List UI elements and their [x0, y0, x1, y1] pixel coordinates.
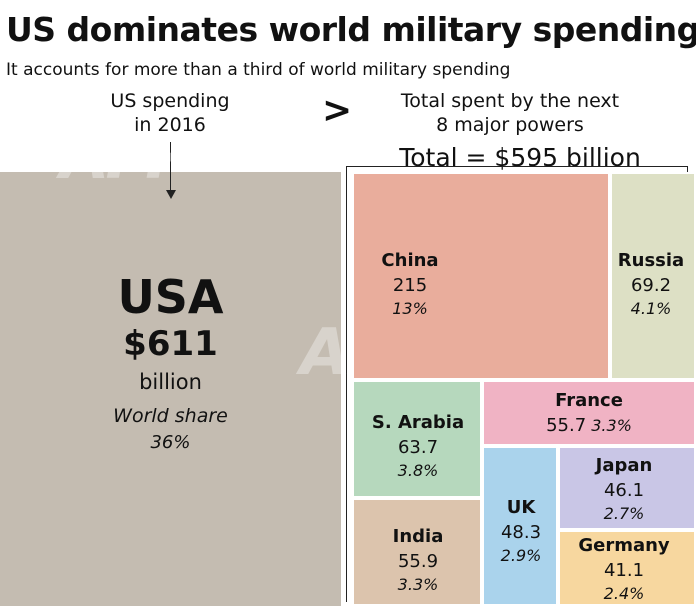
- arrow-down-icon: [166, 190, 176, 199]
- usa-share-label: World share: [113, 405, 228, 427]
- country-value: 63.7: [397, 437, 439, 458]
- arrow-down-line: [170, 142, 171, 190]
- country-name: China: [381, 250, 439, 271]
- treemap-label-india: India 55.9 3.3%: [338, 524, 498, 596]
- country-value: 55.9: [397, 551, 439, 572]
- country-share: 2.4%: [603, 584, 645, 603]
- treemap-cell-uk: [482, 446, 558, 606]
- treemap-cell-germany: [558, 530, 696, 606]
- country-name: India: [392, 526, 444, 547]
- usa-block: [0, 172, 341, 606]
- treemap-label-germany: Germany 41.1 2.4%: [544, 533, 696, 605]
- header-us-spending: US spending in 2016: [60, 89, 280, 137]
- country-share: 3.3%: [591, 416, 632, 435]
- page-subtitle: It accounts for more than a third of wor…: [6, 60, 511, 80]
- country-share: 3.8%: [397, 461, 439, 480]
- treemap-label-russia: Russia 69.2 4.1%: [571, 248, 696, 320]
- country-value: 215: [392, 275, 428, 296]
- country-name: Japan: [595, 455, 653, 476]
- usa-unit: billion: [139, 370, 202, 394]
- usa-share: 36%: [150, 432, 191, 453]
- country-share: 4.1%: [630, 299, 672, 318]
- treemap-cell-japan: [558, 446, 696, 530]
- treemap-label-s-arabia: S. Arabia 63.7 3.8%: [338, 410, 498, 482]
- country-value: 46.1: [603, 480, 645, 501]
- treemap-label-uk: UK 48.3 2.9%: [441, 495, 601, 567]
- header-next-line-1: Total spent by the next: [400, 90, 620, 112]
- country-name: Russia: [617, 250, 685, 271]
- treemap-label-france: France 55.7 3.3%: [509, 388, 669, 438]
- header-us-line-1: US spending: [110, 90, 230, 112]
- country-value: 55.7: [546, 415, 587, 436]
- watermark-logo-top: AFP: [60, 120, 192, 194]
- page-title: US dominates world military spending: [6, 10, 696, 49]
- treemap-cell-france: [482, 380, 696, 446]
- usa-value: $611: [123, 324, 218, 364]
- country-share: 2.9%: [500, 546, 542, 565]
- country-value: 69.2: [630, 275, 672, 296]
- treemap-label-japan: Japan 46.1 2.7%: [544, 453, 696, 525]
- treemap-cell-s-arabia: [352, 380, 482, 498]
- country-share: 13%: [392, 299, 428, 318]
- country-name: S. Arabia: [371, 412, 465, 433]
- header-us-line-2: in 2016: [134, 114, 206, 136]
- header-next-eight: Total spent by the next 8 major powers: [360, 89, 660, 137]
- country-share: 3.3%: [397, 575, 439, 594]
- country-share: 2.7%: [603, 504, 645, 523]
- greater-than-symbol: >: [322, 90, 353, 131]
- country-name: UK: [506, 497, 536, 518]
- total-label: Total = $595 billion: [399, 143, 641, 172]
- treemap-cell-india: [352, 498, 482, 606]
- treemap-cell-china: [352, 172, 610, 380]
- country-value: 41.1: [603, 560, 645, 581]
- treemap-cell-russia: [610, 172, 696, 380]
- country-value: 48.3: [500, 522, 542, 543]
- country-name: France: [555, 390, 623, 411]
- treemap-label-china: China 215 13%: [330, 248, 490, 320]
- usa-name: USA: [117, 270, 224, 324]
- header-next-line-2: 8 major powers: [436, 114, 584, 136]
- country-name: Germany: [578, 535, 670, 556]
